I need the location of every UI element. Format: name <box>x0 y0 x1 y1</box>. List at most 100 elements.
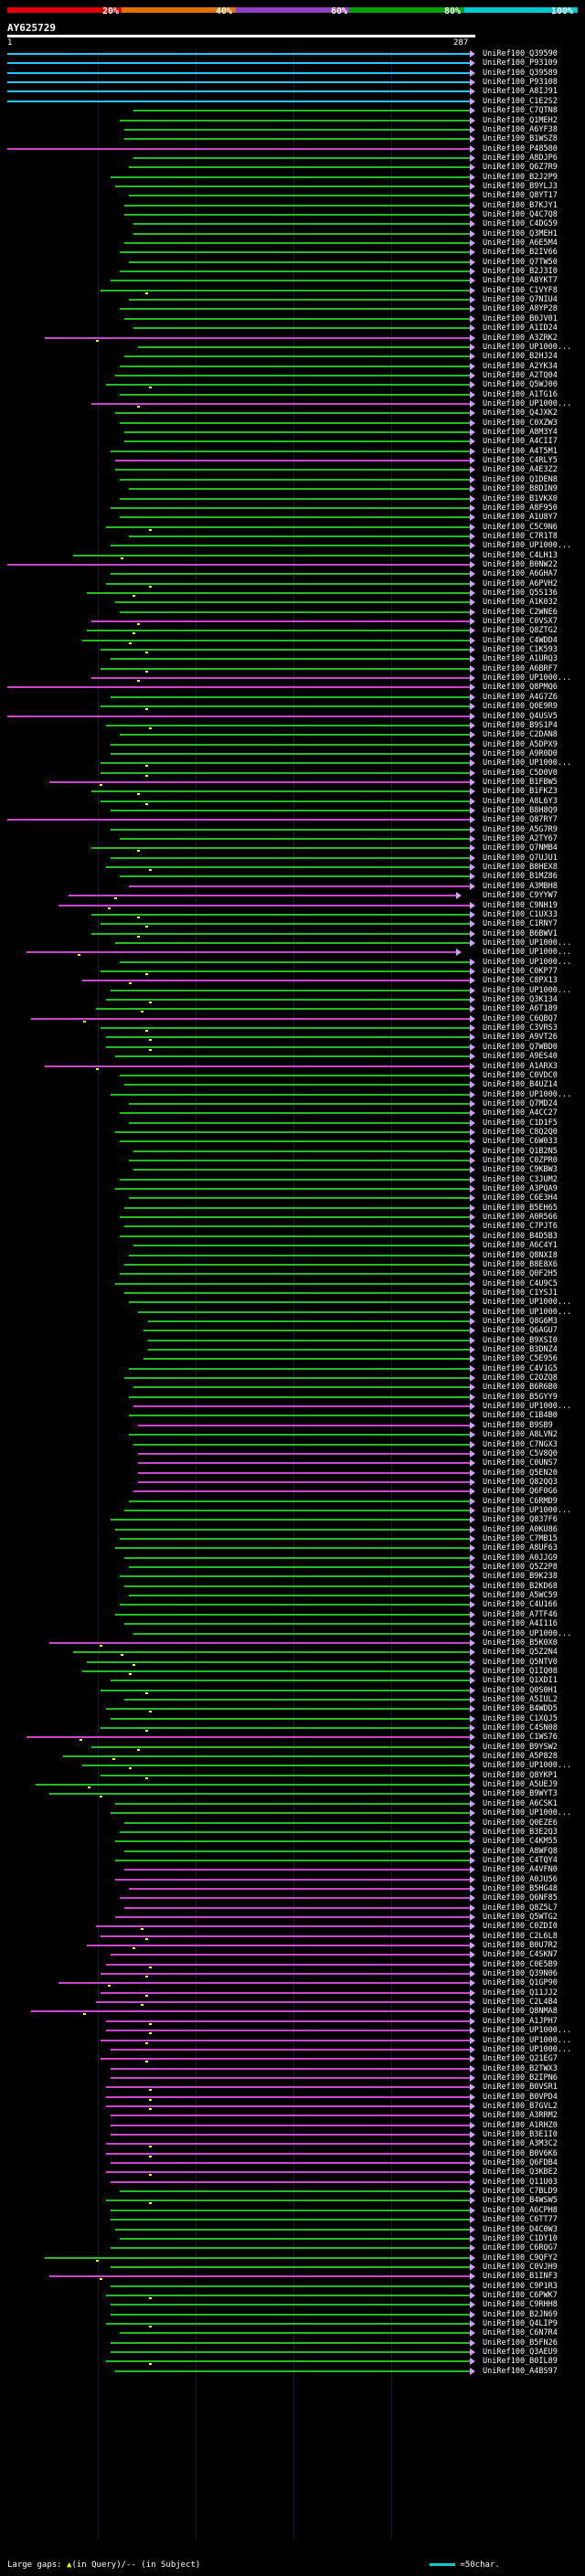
hit-id[interactable]: UniRef100_B4WDD5 <box>483 1704 558 1714</box>
hit-id[interactable]: UniRef100_Q3AEU9 <box>483 2348 558 2357</box>
hit-row[interactable]: UniRef100_B5GYY9 <box>0 1393 585 1402</box>
hit-id[interactable]: UniRef100_B0V6K6 <box>483 2148 558 2158</box>
hit-id[interactable]: UniRef100_A8L6Y3 <box>483 796 558 806</box>
hit-row[interactable]: UniRef100_Q5NTV0 <box>0 1658 585 1667</box>
hit-id[interactable]: UniRef100_UP1000... <box>483 957 572 967</box>
hit-id[interactable]: UniRef100_C2WNE6 <box>483 607 558 617</box>
hit-id[interactable]: UniRef100_Q3K134 <box>483 995 558 1004</box>
hit-row[interactable]: UniRef100_A1JPH7 <box>0 2017 585 2026</box>
hit-id[interactable]: UniRef100_B5EH65 <box>483 1203 558 1213</box>
hit-id[interactable]: UniRef100_A7TF46 <box>483 1609 558 1619</box>
hit-row[interactable]: UniRef100_A6CPH8 <box>0 2206 585 2215</box>
hit-row[interactable]: UniRef100_B7GVL2 <box>0 2102 585 2111</box>
hit-id[interactable]: UniRef100_C5C9N6 <box>483 522 558 532</box>
hit-row[interactable]: UniRef100_B9K238 <box>0 1572 585 1581</box>
hit-id[interactable]: UniRef100_C1WS76 <box>483 1733 558 1743</box>
hit-row[interactable]: UniRef100_B2KD68 <box>0 1582 585 1591</box>
hit-id[interactable]: UniRef100_A1JPH7 <box>483 2016 558 2026</box>
hit-row[interactable]: UniRef100_C4U9C5 <box>0 1279 585 1288</box>
hit-id[interactable]: UniRef100_Q5WJ00 <box>483 380 558 390</box>
hit-row[interactable]: UniRef100_A4G7Z6 <box>0 693 585 702</box>
hit-row[interactable]: UniRef100_UP1000... <box>0 1506 585 1515</box>
hit-row[interactable]: UniRef100_B0NW22 <box>0 560 585 569</box>
hit-row[interactable]: UniRef100_C1RNY7 <box>0 919 585 928</box>
hit-id[interactable]: UniRef100_Q0EZE6 <box>483 1818 558 1828</box>
hit-id[interactable]: UniRef100_Q8G6M3 <box>483 1316 558 1326</box>
hit-id[interactable]: UniRef100_B4WSW5 <box>483 2196 558 2206</box>
hit-row[interactable]: UniRef100_C7MB15 <box>0 1534 585 1543</box>
hit-id[interactable]: UniRef100_Q5WTG2 <box>483 1912 558 1922</box>
hit-id[interactable]: UniRef100_C7MB15 <box>483 1534 558 1543</box>
hit-id[interactable]: UniRef100_A4G7Z6 <box>483 692 558 702</box>
hit-row[interactable]: UniRef100_B5HG48 <box>0 1884 585 1893</box>
hit-row[interactable]: UniRef100_C9QFY2 <box>0 2253 585 2263</box>
hit-id[interactable]: UniRef100_Q8NMA8 <box>483 2007 558 2017</box>
hit-row[interactable]: UniRef100_A6YF38 <box>0 125 585 134</box>
hit-id[interactable]: UniRef100_B9WYT3 <box>483 1789 558 1799</box>
hit-row[interactable]: UniRef100_C2OZQ8 <box>0 1373 585 1383</box>
hit-id[interactable]: UniRef100_B0IL89 <box>483 2357 558 2367</box>
hit-id[interactable]: UniRef100_C7R1T8 <box>483 531 558 541</box>
hit-row[interactable]: UniRef100_UP1000... <box>0 1808 585 1818</box>
hit-id[interactable]: UniRef100_B2TWX3 <box>483 2063 558 2073</box>
hit-row[interactable]: UniRef100_UP1000... <box>0 2036 585 2045</box>
hit-id[interactable]: UniRef100_B2KD68 <box>483 1581 558 1591</box>
hit-row[interactable]: UniRef100_B0V6K6 <box>0 2149 585 2158</box>
hit-row[interactable]: UniRef100_A8L6Y3 <box>0 797 585 806</box>
hit-row[interactable]: UniRef100_B4D5B3 <box>0 1232 585 1241</box>
hit-row[interactable]: UniRef100_A1U8Y7 <box>0 513 585 522</box>
hit-id[interactable]: UniRef100_A0JJG9 <box>483 1553 558 1563</box>
hit-row[interactable]: UniRef100_C6PWK7 <box>0 2291 585 2300</box>
hit-row[interactable]: UniRef100_Q5Z2N4 <box>0 1648 585 1657</box>
hit-id[interactable]: UniRef100_A3PQA9 <box>483 1184 558 1193</box>
hit-row[interactable]: UniRef100_UP1000... <box>0 1761 585 1770</box>
hit-id[interactable]: UniRef100_P48580 <box>483 143 558 154</box>
hit-id[interactable]: UniRef100_B8HEX8 <box>483 863 558 873</box>
hit-row[interactable]: UniRef100_B9WYT3 <box>0 1789 585 1798</box>
hit-id[interactable]: UniRef100_A6CSK1 <box>483 1798 558 1808</box>
hit-id[interactable]: UniRef100_Q5EN20 <box>483 1468 558 1478</box>
hit-id[interactable]: UniRef100_Q8YKP1 <box>483 1770 558 1780</box>
hit-row[interactable]: UniRef100_C6RMD9 <box>0 1497 585 1506</box>
hit-row[interactable]: UniRef100_Q3AEU9 <box>0 2348 585 2357</box>
hit-row[interactable]: UniRef100_B3E1I0 <box>0 2130 585 2139</box>
hit-row[interactable]: UniRef100_B7KJY1 <box>0 201 585 210</box>
hit-row[interactable]: UniRef100_C1WS76 <box>0 1733 585 1742</box>
hit-id[interactable]: UniRef100_A5G7R9 <box>483 824 558 834</box>
hit-row[interactable]: UniRef100_A3RRM2 <box>0 2111 585 2120</box>
hit-row[interactable]: UniRef100_B9SB9 <box>0 1421 585 1430</box>
hit-id[interactable]: UniRef100_A1K032 <box>483 598 558 608</box>
hit-id[interactable]: UniRef100_C4U9C5 <box>483 1278 558 1288</box>
hit-row[interactable]: UniRef100_UP1000... <box>0 399 585 408</box>
hit-id[interactable]: UniRef100_C7BLD9 <box>483 2187 558 2197</box>
hit-row[interactable]: UniRef100_A6CSK1 <box>0 1799 585 1808</box>
hit-id[interactable]: UniRef100_D4C0W3 <box>483 2224 558 2234</box>
hit-row[interactable]: UniRef100_Q6FDB4 <box>0 2158 585 2168</box>
hit-id[interactable]: UniRef100_A5DPX9 <box>483 739 558 749</box>
hit-id[interactable]: UniRef100_B9YLJ3 <box>483 181 558 191</box>
hit-id[interactable]: UniRef100_Q11JJ2 <box>483 1988 558 1998</box>
hit-id[interactable]: UniRef100_A6T189 <box>483 1004 558 1014</box>
hit-id[interactable]: UniRef100_Q11U03 <box>483 2177 558 2187</box>
hit-id[interactable]: UniRef100_A0KU86 <box>483 1524 558 1534</box>
hit-id[interactable]: UniRef100_C9P1R3 <box>483 2281 558 2291</box>
hit-row[interactable]: UniRef100_A0JU56 <box>0 1875 585 1884</box>
hit-row[interactable]: UniRef100_A1K032 <box>0 598 585 607</box>
hit-row[interactable]: UniRef100_A4E3Z2 <box>0 465 585 474</box>
hit-id[interactable]: UniRef100_Q1MEH2 <box>483 115 558 125</box>
hit-row[interactable]: UniRef100_Q11JJ2 <box>0 1988 585 1998</box>
hit-row[interactable]: UniRef100_C2L6L8 <box>0 1932 585 1941</box>
hit-id[interactable]: UniRef100_A5IUL2 <box>483 1694 558 1704</box>
hit-id[interactable]: UniRef100_B5HG48 <box>483 1883 558 1893</box>
hit-id[interactable]: UniRef100_Q4JXK2 <box>483 408 558 419</box>
hit-id[interactable]: UniRef100_C9NH19 <box>483 900 558 910</box>
hit-row[interactable]: UniRef100_Q8NXI8 <box>0 1251 585 1260</box>
hit-row[interactable]: UniRef100_A4VFN0 <box>0 1865 585 1874</box>
hit-id[interactable]: UniRef100_C4DG59 <box>483 219 558 229</box>
hit-row[interactable]: UniRef100_B6BWV1 <box>0 929 585 938</box>
hit-row[interactable]: UniRef100_A1ID24 <box>0 323 585 333</box>
hit-id[interactable]: UniRef100_A4T5M1 <box>483 446 558 456</box>
hit-row[interactable]: UniRef100_C6TT77 <box>0 2215 585 2224</box>
hit-row[interactable]: UniRef100_C0XZW3 <box>0 419 585 428</box>
hit-id[interactable]: UniRef100_C9YYW7 <box>483 891 558 901</box>
